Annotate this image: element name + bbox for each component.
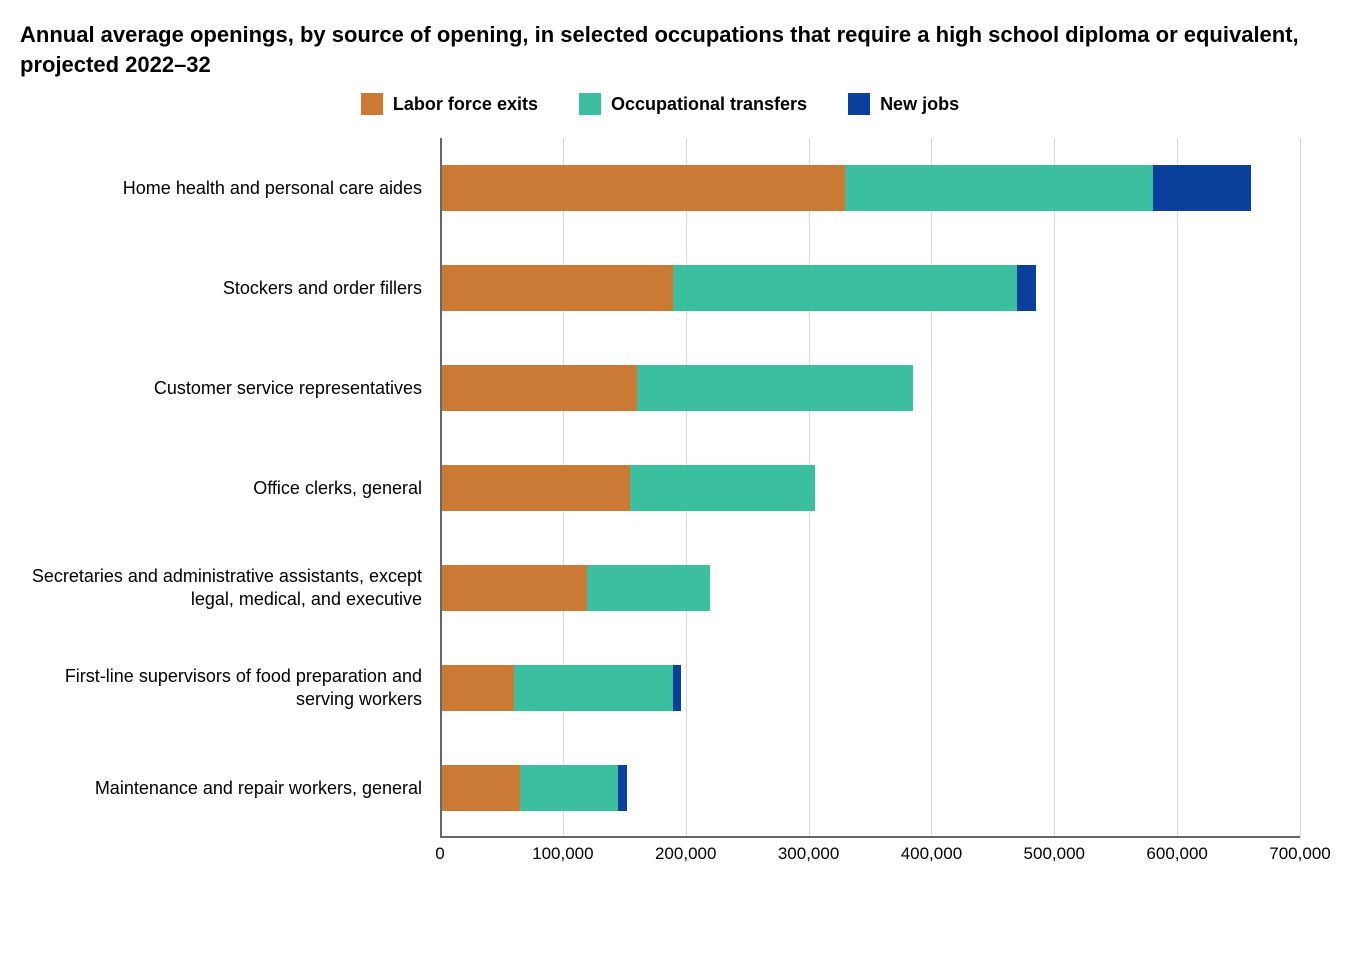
category-label: Home health and personal care aides — [20, 177, 440, 200]
category-label: First-line supervisors of food preparati… — [20, 665, 440, 712]
legend-label: Occupational transfers — [611, 94, 807, 115]
y-axis-line — [440, 138, 442, 838]
category-label: Maintenance and repair workers, general — [20, 777, 440, 800]
bar-segment-occupational-transfers — [514, 665, 674, 711]
stacked-bar — [440, 465, 815, 511]
legend-item-labor-force-exits: Labor force exits — [361, 93, 538, 115]
bar-area — [440, 738, 1300, 838]
chart-row: Maintenance and repair workers, general — [20, 738, 1300, 838]
x-tick: 100,000 — [532, 844, 593, 864]
bar-segment-occupational-transfers — [520, 765, 618, 811]
stacked-bar — [440, 365, 913, 411]
bar-area — [440, 538, 1300, 638]
bar-segment-new-jobs — [1153, 165, 1251, 211]
chart-row: Office clerks, general — [20, 438, 1300, 538]
x-tick: 200,000 — [655, 844, 716, 864]
bar-segment-labor-force-exits — [440, 565, 587, 611]
bar-segment-occupational-transfers — [630, 465, 814, 511]
category-label: Stockers and order fillers — [20, 277, 440, 300]
chart-title: Annual average openings, by source of op… — [20, 20, 1300, 79]
bar-segment-new-jobs — [618, 765, 627, 811]
legend-label: New jobs — [880, 94, 959, 115]
bar-segment-occupational-transfers — [587, 565, 710, 611]
x-axis-line — [440, 836, 1300, 838]
bar-segment-occupational-transfers — [845, 165, 1152, 211]
bar-segment-labor-force-exits — [440, 465, 630, 511]
x-tick: 700,000 — [1269, 844, 1330, 864]
x-tick: 0 — [435, 844, 444, 864]
x-tick: 500,000 — [1024, 844, 1085, 864]
bar-segment-new-jobs — [1017, 265, 1035, 311]
category-label: Secretaries and administrative assistant… — [20, 565, 440, 612]
legend-swatch — [848, 93, 870, 115]
x-tick: 400,000 — [901, 844, 962, 864]
category-label: Office clerks, general — [20, 477, 440, 500]
legend-swatch — [579, 93, 601, 115]
stacked-bar — [440, 165, 1251, 211]
legend-label: Labor force exits — [393, 94, 538, 115]
x-axis: 0 100,000 200,000 300,000 400,000 500,000 600,… — [20, 838, 1300, 874]
chart-row: First-line supervisors of food preparati… — [20, 638, 1300, 738]
x-tick: 600,000 — [1146, 844, 1207, 864]
chart-row: Stockers and order fillers — [20, 238, 1300, 338]
stacked-bar — [440, 765, 627, 811]
gridline — [1300, 138, 1301, 838]
rows: Home health and personal care aides Stock… — [20, 138, 1300, 838]
legend-item-occupational-transfers: Occupational transfers — [579, 93, 807, 115]
axis-ticks: 0100,000200,000300,000400,000500,000600,… — [440, 838, 1300, 874]
chart-row: Secretaries and administrative assistant… — [20, 538, 1300, 638]
bar-segment-labor-force-exits — [440, 365, 637, 411]
legend-swatch — [361, 93, 383, 115]
category-label: Customer service representatives — [20, 377, 440, 400]
chart-container: Annual average openings, by source of op… — [20, 20, 1300, 874]
axis-spacer — [20, 838, 440, 874]
bar-segment-labor-force-exits — [440, 265, 673, 311]
chart-row: Home health and personal care aides — [20, 138, 1300, 238]
plot-area: Home health and personal care aides Stock… — [20, 138, 1300, 838]
legend-item-new-jobs: New jobs — [848, 93, 959, 115]
bar-segment-labor-force-exits — [440, 765, 520, 811]
bar-area — [440, 138, 1300, 238]
bar-segment-labor-force-exits — [440, 665, 514, 711]
stacked-bar — [440, 665, 681, 711]
bar-area — [440, 638, 1300, 738]
stacked-bar — [440, 265, 1036, 311]
bar-area — [440, 238, 1300, 338]
bar-area — [440, 338, 1300, 438]
bar-segment-new-jobs — [673, 665, 680, 711]
stacked-bar — [440, 565, 710, 611]
bar-segment-occupational-transfers — [637, 365, 913, 411]
legend: Labor force exits Occupational transfers… — [20, 93, 1300, 120]
bar-area — [440, 438, 1300, 538]
bar-segment-labor-force-exits — [440, 165, 845, 211]
chart-row: Customer service representatives — [20, 338, 1300, 438]
bar-segment-occupational-transfers — [673, 265, 1017, 311]
x-tick: 300,000 — [778, 844, 839, 864]
